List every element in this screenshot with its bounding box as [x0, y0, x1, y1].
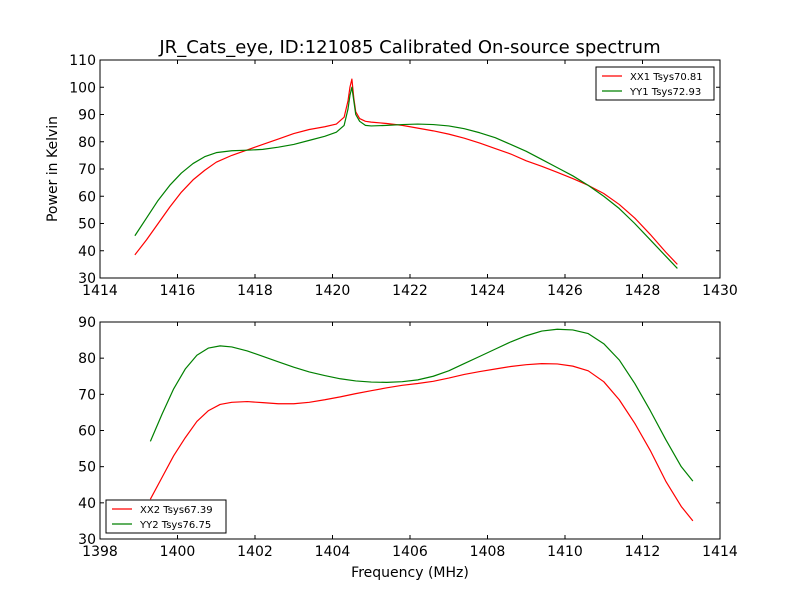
figure-title: JR_Cats_eye, ID:121085 Calibrated On-sou… — [158, 37, 660, 58]
top-x-tick-label: 1426 — [547, 283, 583, 299]
bottom-x-tick-label: 1414 — [702, 544, 738, 560]
top-y-tick-label: 60 — [78, 189, 96, 205]
x-axis-label: Frequency (MHz) — [351, 565, 469, 581]
top-legend-box — [595, 66, 715, 101]
bottom-x-tick-label: 1406 — [392, 544, 428, 560]
top-y-tick-label: 40 — [78, 244, 96, 260]
top-y-tick-label: 70 — [78, 162, 96, 178]
bottom-y-tick-label: 90 — [78, 315, 96, 331]
y-axis-label: Power in Kelvin — [45, 116, 61, 222]
bottom-legend-label-1: XX2 Tsys67.39 — [140, 505, 213, 516]
top-y-tick-label: 50 — [78, 217, 96, 233]
top-y-tick-label: 110 — [69, 53, 96, 69]
bottom-y-tick-label: 80 — [78, 351, 96, 367]
bottom-y-tick-label: 50 — [78, 460, 96, 476]
top-x-tick-label: 1422 — [392, 283, 428, 299]
bottom-y-tick-label: 30 — [78, 532, 96, 548]
bottom-x-tick-label: 1398 — [82, 544, 118, 560]
bottom-legend-box — [105, 499, 227, 534]
bottom-series-line-1 — [149, 362, 694, 522]
bottom-spectrum-panel: 1398 1400 1402 1404 1406 1408 1410 1412 1414 30 40… — [78, 315, 738, 560]
top-x-tick-label: 1416 — [160, 283, 196, 299]
bottom-x-tick-label: 1404 — [315, 544, 351, 560]
bottom-x-tick-label: 1410 — [547, 544, 583, 560]
top-legend: XX1 Tsys70.81 YY1 Tsys72.93 — [595, 66, 715, 101]
top-legend-label-1: XX1 Tsys70.81 — [630, 72, 703, 83]
bottom-y-tick-label: 60 — [78, 424, 96, 440]
bottom-series-line-2 — [149, 328, 694, 482]
bottom-x-tick-label: 1400 — [160, 544, 196, 560]
top-y-tick-label: 80 — [78, 135, 96, 151]
bottom-y-tick-label: 40 — [78, 496, 96, 512]
top-legend-label-2: YY1 Tsys72.93 — [629, 87, 701, 98]
top-x-tick-label: 1428 — [625, 283, 661, 299]
top-x-tick-label: 1414 — [82, 283, 118, 299]
bottom-x-tick-label: 1402 — [237, 544, 273, 560]
top-y-tick-label: 30 — [78, 271, 96, 287]
top-y-tick-label: 100 — [69, 80, 96, 96]
top-series-line-2 — [134, 86, 678, 269]
top-x-tick-label: 1424 — [470, 283, 506, 299]
bottom-x-tick-label: 1412 — [625, 544, 661, 560]
bottom-legend-label-2: YY2 Tsys76.75 — [139, 520, 211, 531]
top-x-tick-label: 1418 — [237, 283, 273, 299]
bottom-legend: XX2 Tsys67.39 YY2 Tsys76.75 — [105, 499, 227, 534]
top-series-line-1 — [134, 78, 678, 265]
top-spectrum-panel: 1414 1416 1418 1420 1422 1424 1426 1428 1430 30 40… — [69, 53, 738, 299]
top-x-tick-label: 1420 — [315, 283, 351, 299]
bottom-y-tick-label: 70 — [78, 387, 96, 403]
bottom-x-tick-label: 1408 — [470, 544, 506, 560]
top-y-tick-label: 90 — [78, 108, 96, 124]
top-x-tick-label: 1430 — [702, 283, 738, 299]
